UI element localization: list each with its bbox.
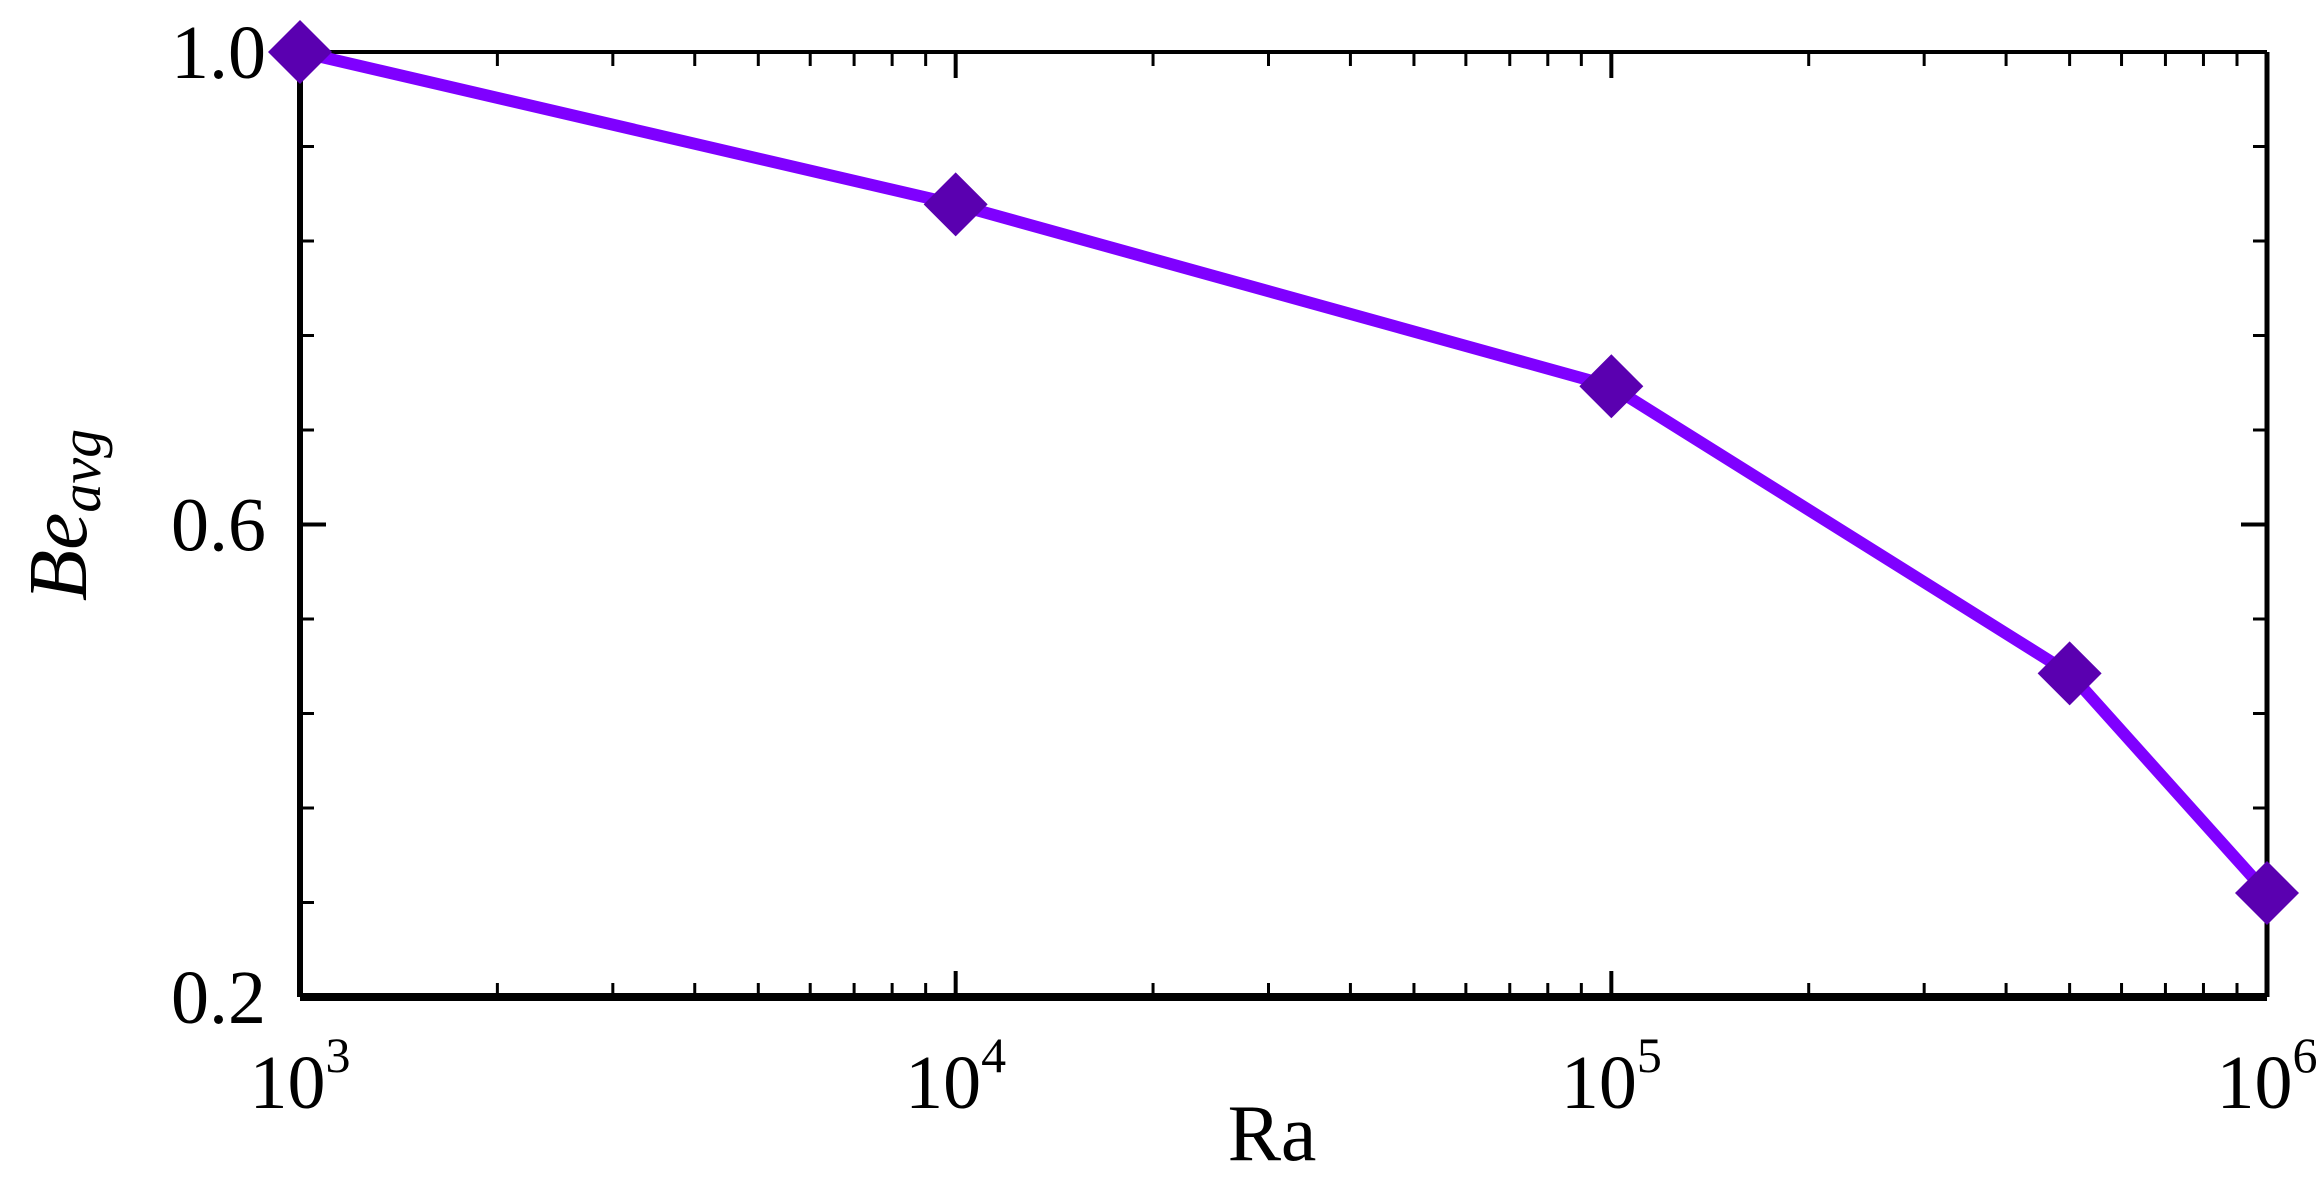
data-point-marker <box>923 172 988 237</box>
x-tick-exponent: 5 <box>1637 1027 1662 1083</box>
series-layer <box>268 20 2299 926</box>
x-tick-label: 106 <box>2217 1027 2318 1125</box>
data-point-marker <box>2235 861 2299 926</box>
x-tick-base: 10 <box>250 1041 326 1125</box>
x-tick-exponent: 3 <box>326 1027 351 1083</box>
ticks <box>298 50 2269 999</box>
y-axis-title: Beavg <box>12 429 113 601</box>
x-tick-label: 105 <box>1561 1027 1662 1125</box>
y-axis-title-main: Be <box>12 513 105 602</box>
axes-frame <box>297 50 2270 1001</box>
x-axis-title: Ra <box>1228 1090 1317 1178</box>
data-point-marker <box>2037 641 2102 706</box>
series-line <box>294 46 2273 900</box>
x-tick-exponent: 4 <box>981 1027 1006 1083</box>
x-tick-exponent: 6 <box>2293 1027 2318 1083</box>
x-tick-label: 103 <box>250 1027 351 1125</box>
y-tick-label: 0.6 <box>171 484 266 568</box>
y-tick-label: 0.2 <box>171 956 266 1040</box>
x-tick-label: 104 <box>905 1027 1006 1125</box>
data-point-marker <box>1579 354 1644 419</box>
x-tick-base: 10 <box>1561 1041 1637 1125</box>
y-axis-title-subscript: avg <box>48 429 113 513</box>
data-point-marker <box>268 20 332 84</box>
x-tick-base: 10 <box>905 1041 981 1125</box>
x-tick-base: 10 <box>2217 1041 2293 1125</box>
y-tick-label: 1.0 <box>171 11 266 95</box>
